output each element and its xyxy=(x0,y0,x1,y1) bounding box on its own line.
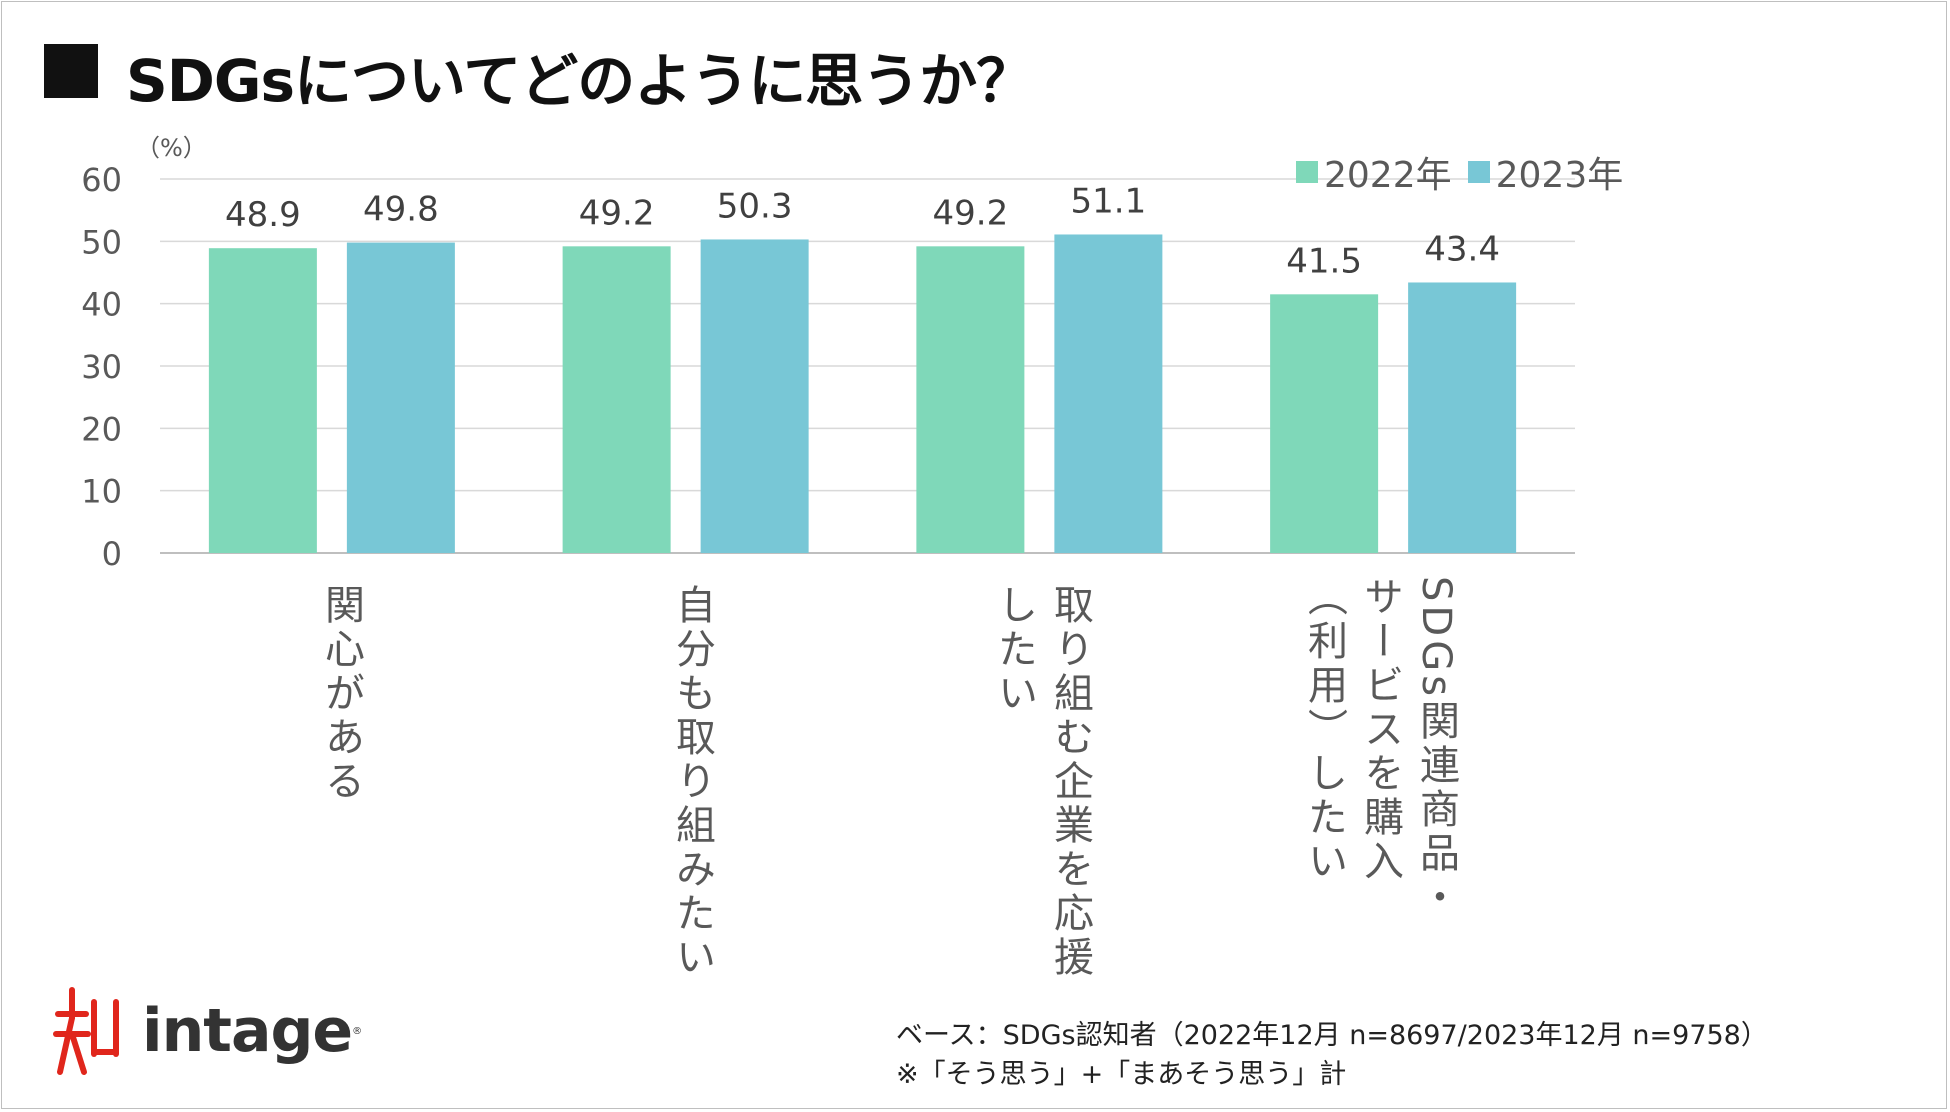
base-note: ベース：SDGs認知者（2022年12月 n=8697/2023年12月 n=9… xyxy=(896,1020,1768,1051)
bar-2022年-0 xyxy=(208,248,317,553)
category-label-participate: 自分も取り組みたい xyxy=(669,584,715,980)
bar-2023年-0 xyxy=(346,242,455,553)
data-label: 51.1 xyxy=(1071,181,1147,221)
legend-label-2023: 2023年 xyxy=(1495,155,1624,196)
legend-item-2022: 2022年 xyxy=(1296,146,1452,198)
registered-mark: ® xyxy=(352,1025,363,1037)
legend-swatch-2023 xyxy=(1467,161,1490,183)
intage-logo-mark-icon xyxy=(53,987,119,1075)
category-label-purchase: SDGs関連商品・ サービスを購入 （利用）したい xyxy=(1301,576,1459,921)
intage-wordmark: intage xyxy=(142,996,353,1066)
intage-logo: intage ® xyxy=(52,984,362,1078)
data-label: 43.4 xyxy=(1424,229,1500,269)
data-label: 49.8 xyxy=(363,190,439,230)
y-tick-label: 50 xyxy=(81,223,122,261)
legend-label-2022: 2022年 xyxy=(1324,155,1452,196)
y-axis-unit-label: （%） xyxy=(136,134,207,162)
y-tick-label: 30 xyxy=(81,348,122,386)
bar-2023年-1 xyxy=(700,239,809,554)
y-tick-label: 20 xyxy=(81,410,122,448)
category-label-support-companies: 取り組む企業を応援 したい xyxy=(991,584,1093,980)
data-label: 50.3 xyxy=(717,186,793,226)
data-label: 48.9 xyxy=(225,195,301,235)
bar-2023年-3 xyxy=(1408,282,1517,553)
category-label-interest: 関心がある xyxy=(318,584,364,804)
bar-2022年-2 xyxy=(916,246,1025,553)
answer-note: ※「そう思う」+「まあそう思う」計 xyxy=(896,1059,1347,1090)
data-label: 49.2 xyxy=(579,193,655,233)
chart-legend: 2022年 2023年 xyxy=(1296,146,1639,198)
bar-2022年-1 xyxy=(562,246,671,553)
y-tick-label: 0 xyxy=(102,535,122,573)
y-tick-label: 40 xyxy=(81,286,122,324)
data-label: 41.5 xyxy=(1286,241,1362,281)
data-label: 49.2 xyxy=(933,193,1009,233)
bar-2022年-3 xyxy=(1270,294,1379,553)
title-square-icon xyxy=(44,44,98,98)
y-tick-label: 60 xyxy=(81,161,122,199)
legend-item-2023: 2023年 xyxy=(1467,146,1624,198)
y-tick-label: 10 xyxy=(81,473,122,511)
page-title: SDGsについてどのように思うか？ xyxy=(126,47,1034,115)
legend-swatch-2022 xyxy=(1296,161,1318,183)
bar-2023年-2 xyxy=(1054,234,1163,553)
